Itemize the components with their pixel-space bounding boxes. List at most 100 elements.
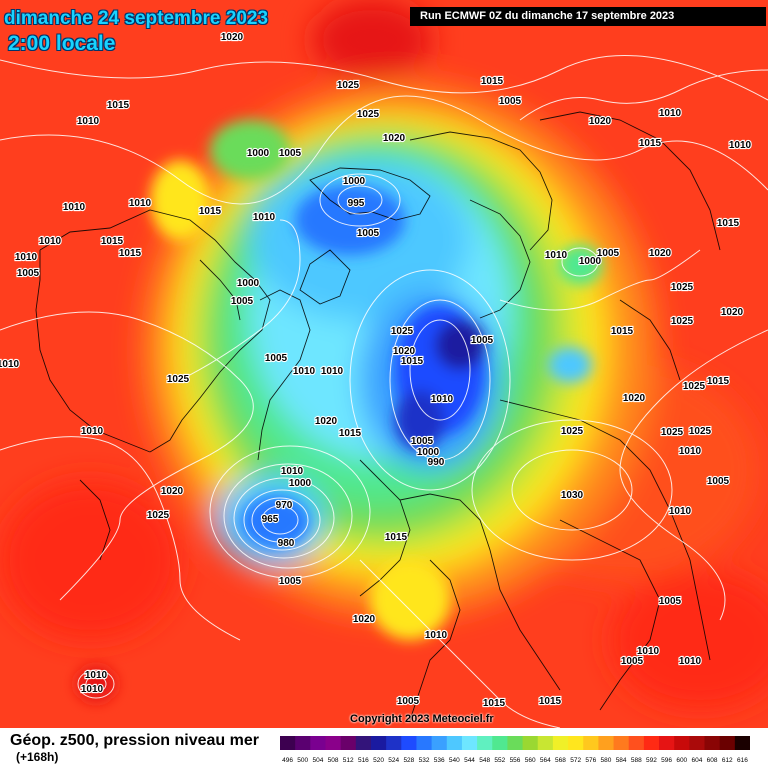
legend-swatch	[416, 736, 433, 750]
isobar-label: 1005	[499, 96, 522, 107]
legend-swatch	[446, 736, 463, 750]
isobar-label: 1010	[679, 656, 702, 667]
legend-swatch	[431, 736, 448, 750]
legend-swatch	[401, 736, 417, 750]
legend-swatch	[461, 736, 478, 750]
isobar-label: 1010	[729, 140, 752, 151]
isobar-label: 1015	[339, 428, 362, 439]
weather-map: 1020 1025 1015 1005 1015 1010 1025 1020 1020 1010…	[0, 0, 768, 728]
isobar-label: 1025	[167, 374, 190, 385]
legend-swatch	[704, 736, 721, 750]
isobar-label: 1010	[281, 466, 304, 477]
isobar-label: 1005	[411, 436, 434, 447]
legend-value: 496	[282, 757, 293, 764]
isobar-label: 1025	[561, 426, 584, 437]
isobar-label: 1025	[671, 316, 694, 327]
isobar-label: 1000	[237, 278, 260, 289]
isobar-label: 1005	[597, 248, 620, 259]
isobar-label: 1010	[679, 446, 702, 457]
legend-swatch	[643, 736, 660, 750]
legend-value: 616	[737, 757, 748, 764]
isobar-label: 1020	[315, 416, 338, 427]
legend-swatch	[492, 736, 508, 750]
isobar-label: 1010	[293, 366, 316, 377]
forecast-date: dimanche 24 septembre 2023	[4, 8, 269, 29]
isobar-label: 1020	[589, 116, 612, 127]
legend-value: 508	[328, 757, 339, 764]
legend-swatch	[295, 736, 311, 750]
legend-swatch	[552, 736, 569, 750]
isobar-label: 1000	[247, 148, 270, 159]
legend-swatch	[370, 736, 387, 750]
isobar-label: 1025	[357, 109, 380, 120]
legend-swatch	[689, 736, 706, 750]
isobar-label: 1010	[253, 212, 276, 223]
legend-value: 576	[585, 757, 596, 764]
isobar-label: 1015	[707, 376, 730, 387]
legend-value: 548	[479, 757, 490, 764]
isobars	[0, 54, 768, 728]
isobar-label: 1015	[639, 138, 662, 149]
legend-value: 608	[707, 757, 718, 764]
isobar-label: 1005	[17, 268, 40, 279]
isobar-label: 1025	[689, 426, 712, 437]
isobar-label: 1025	[391, 326, 414, 337]
isobar-label: 1010	[77, 116, 100, 127]
legend-swatch	[719, 736, 736, 750]
legend-value: 584	[616, 757, 627, 764]
isobar-label: 1010	[669, 506, 692, 517]
isobar-label: 1000	[417, 447, 440, 458]
legend-value: 556	[510, 757, 521, 764]
legend-swatch	[310, 736, 326, 750]
legend-value: 532	[419, 757, 430, 764]
isobar-label: 1030	[561, 490, 584, 501]
isobar-label: 1020	[721, 307, 744, 318]
isobar-label: 1010	[425, 630, 448, 641]
isobar-label: 980	[278, 538, 295, 549]
isobar-label: 1005	[231, 296, 254, 307]
isobar-label: 1020	[649, 248, 672, 259]
legend-swatch	[477, 736, 493, 750]
isobar-label: 1015	[539, 696, 562, 707]
isobar-label: 1020	[353, 614, 376, 625]
legend-swatch	[674, 736, 690, 750]
isobar-label: 1015	[199, 206, 222, 217]
isobar-label: 1025	[337, 80, 360, 91]
legend-swatch	[583, 736, 599, 750]
run-info: Run ECMWF 0Z du dimanche 17 septembre 20…	[410, 7, 766, 26]
isobar-label: 1005	[707, 476, 730, 487]
legend-value: 504	[312, 757, 323, 764]
isobar-label: 1010	[637, 646, 660, 657]
isobar-label: 1010	[0, 359, 20, 370]
legend-value: 512	[343, 757, 354, 764]
legend-value: 540	[449, 757, 460, 764]
isobar-label: 1015	[401, 356, 424, 367]
map-caption: Géop. z500, pression niveau mer	[10, 732, 259, 749]
isobar-labels: 1020 1025 1015 1005 1015 1010 1025 1020 1020 1010…	[0, 31, 753, 710]
isobar-label: 1010	[659, 108, 682, 119]
legend-value: 560	[525, 757, 536, 764]
legend-swatch	[734, 736, 750, 750]
isobar-label: 1010	[545, 250, 568, 261]
legend-value: 604	[692, 757, 703, 764]
legend-value: 572	[570, 757, 581, 764]
legend-swatch	[628, 736, 645, 750]
isobar-label: 1005	[659, 596, 682, 607]
isobar-label: 1025	[147, 510, 170, 521]
isobar-label: 1005	[621, 656, 644, 667]
isobar-label: 1015	[101, 236, 124, 247]
legend-value: 592	[646, 757, 657, 764]
isobar-label: 995	[348, 198, 365, 209]
isobar-label: 1010	[431, 394, 454, 405]
geopotential-field	[0, 0, 768, 728]
isobar-label: 1000	[579, 256, 602, 267]
legend-swatch	[386, 736, 402, 750]
isobar-label: 1005	[471, 335, 494, 346]
legend-swatch	[340, 736, 357, 750]
isobar-label: 1015	[483, 698, 506, 709]
isobar-label: 1005	[265, 353, 288, 364]
isobar-label: 1005	[357, 228, 380, 239]
isobar-label: 1020	[383, 133, 406, 144]
legend-swatch	[613, 736, 630, 750]
